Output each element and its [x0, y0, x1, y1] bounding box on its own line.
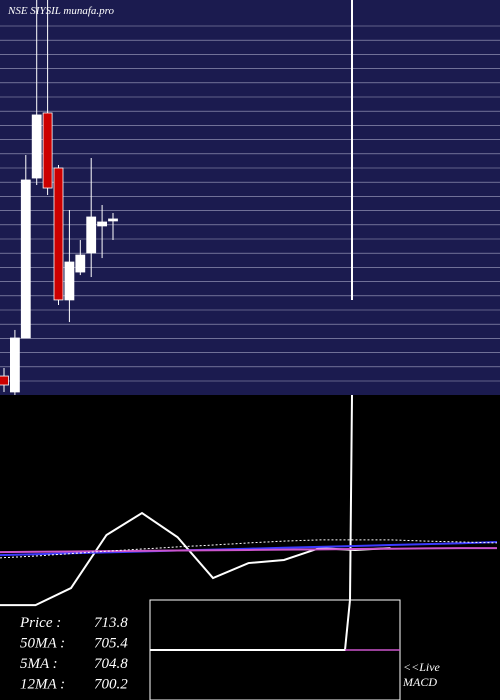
macd-link[interactable]: MACD: [402, 675, 437, 689]
candle-body: [64, 261, 75, 301]
candle-body: [97, 221, 107, 227]
candle-body: [31, 114, 42, 179]
price-panel: [0, 0, 500, 395]
candle-body: [86, 216, 97, 254]
stat-value: 713.8: [94, 615, 128, 631]
candle-body: [20, 179, 31, 339]
candle-body: [42, 112, 53, 189]
candle-body: [0, 375, 9, 386]
stat-label: Price :: [19, 615, 61, 631]
candle-body: [9, 337, 20, 393]
indicator-line: [0, 541, 498, 557]
stat-value: 704.8: [94, 656, 128, 672]
candle-body: [75, 254, 86, 273]
candle-body: [108, 218, 118, 222]
stat-label: 12MA :: [20, 677, 65, 693]
candle-body: [53, 167, 64, 301]
stat-value: 700.2: [94, 677, 128, 693]
indicator-line: [0, 539, 498, 559]
stat-label: 5MA :: [20, 656, 58, 672]
macd-line: [150, 394, 353, 651]
stat-label: 50MA :: [20, 636, 65, 652]
stat-value: 705.4: [94, 636, 128, 652]
live-link[interactable]: <<Live: [403, 660, 441, 674]
indicator-line: [0, 547, 497, 554]
chart-title: NSE SIYSIL munafa.pro: [7, 5, 115, 17]
background-stripes: [0, 25, 500, 382]
